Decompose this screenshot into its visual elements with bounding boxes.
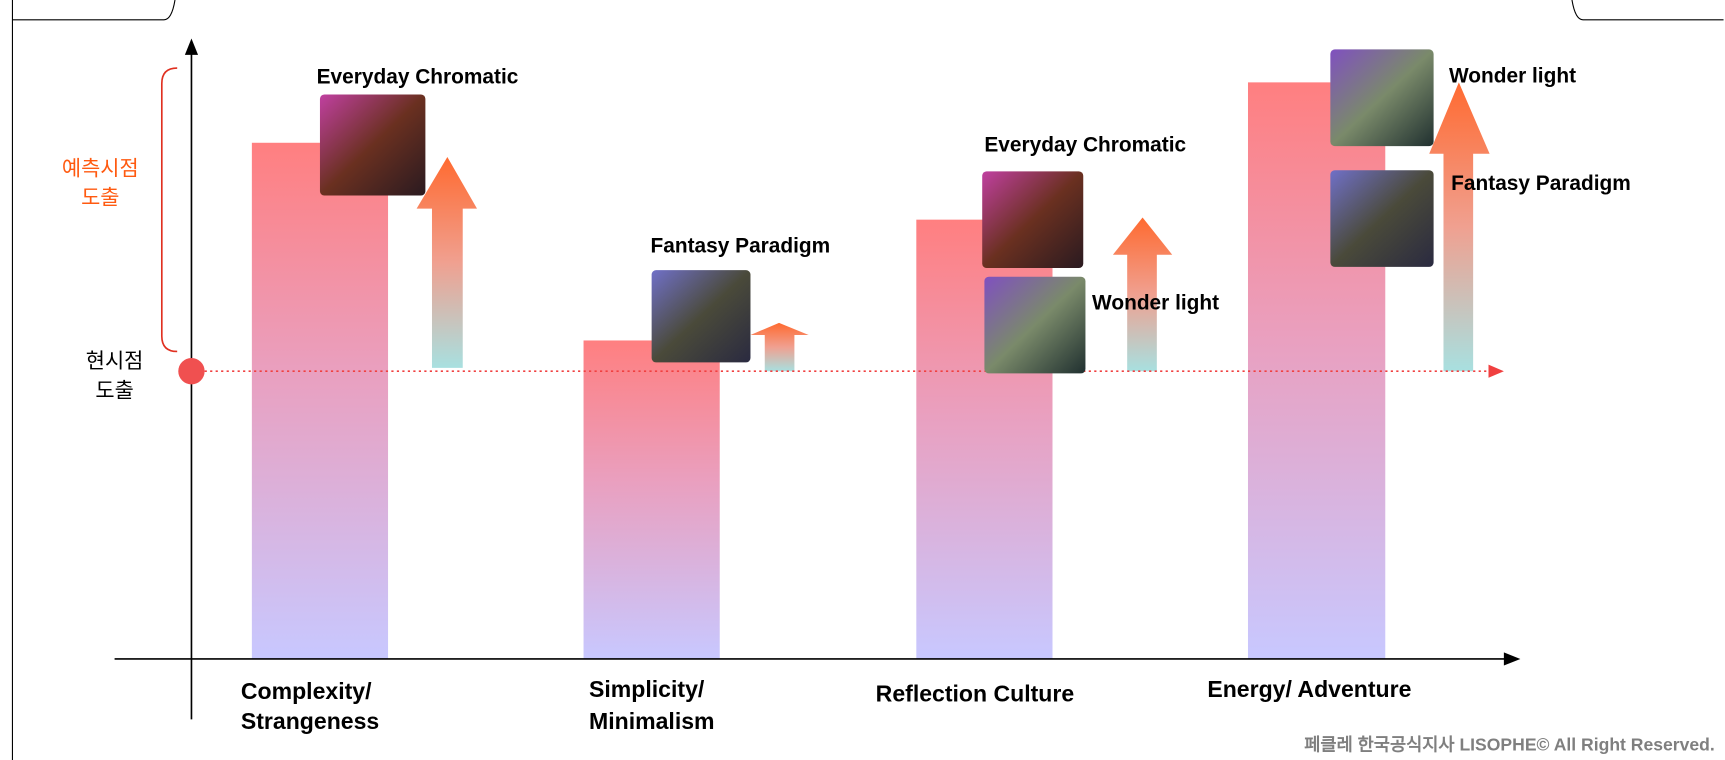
up-arrow (1429, 82, 1490, 372)
current-point (178, 358, 205, 385)
current-label: 현시점 (86, 350, 144, 373)
bar (251, 142, 389, 659)
product-label: Wonder light (1449, 64, 1576, 87)
forecast-label: 도출 (81, 186, 119, 209)
bar (583, 340, 720, 659)
up-arrow (416, 157, 478, 368)
product-box (651, 270, 751, 363)
product-label: Fantasy Paradigm (651, 235, 831, 258)
forecast-bracket (160, 67, 178, 353)
up-arrow (750, 322, 809, 372)
product-box (982, 171, 1084, 268)
footer: 페클레 한국공식지사 LISOPHE© All Right Reserved. (1304, 734, 1714, 754)
category-label: Reflection Culture (876, 680, 1075, 706)
current-label: 도출 (95, 380, 133, 403)
category-label: Minimalism (589, 708, 715, 734)
product-box (319, 94, 426, 196)
category-label: Energy/ Adventure (1207, 676, 1411, 702)
up-arrow (1112, 217, 1173, 372)
product-box (1330, 170, 1434, 267)
category-label: Complexity/ (241, 678, 372, 704)
category-label: Strangeness (241, 708, 379, 734)
x-axis-arrow (1503, 652, 1521, 666)
forecast-label: 예측시점 (62, 158, 139, 181)
product-label: Everyday Chromatic (984, 134, 1186, 157)
frame-top-right (1571, 0, 1724, 21)
category-label: Simplicity/ (589, 676, 705, 702)
current-line-arrow (1488, 364, 1504, 378)
frame (11, 0, 1724, 760)
product-box (1330, 49, 1434, 147)
y-axis-arrow (184, 38, 199, 55)
frame-top-left (12, 0, 176, 21)
product-label: Fantasy Paradigm (1451, 172, 1631, 195)
product-label: Everyday Chromatic (317, 65, 519, 88)
product-label: Wonder light (1092, 292, 1219, 315)
product-box (984, 276, 1086, 374)
